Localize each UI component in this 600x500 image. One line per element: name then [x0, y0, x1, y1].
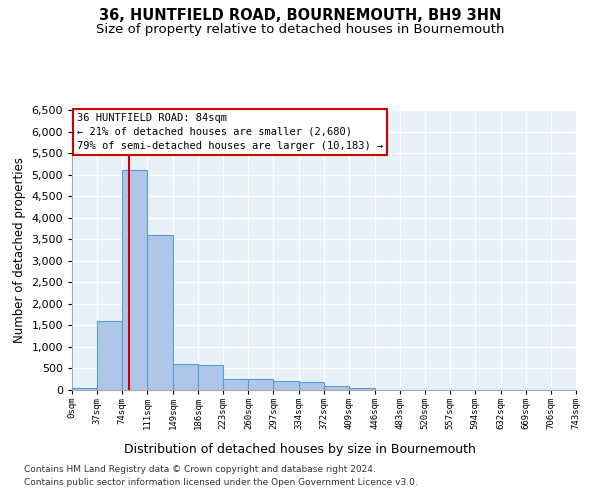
- Bar: [147, 235, 173, 390]
- Bar: [97, 321, 122, 390]
- Bar: [299, 382, 325, 390]
- Text: Contains public sector information licensed under the Open Government Licence v3: Contains public sector information licen…: [24, 478, 418, 487]
- Text: 36 HUNTFIELD ROAD: 84sqm
← 21% of detached houses are smaller (2,680)
79% of sem: 36 HUNTFIELD ROAD: 84sqm ← 21% of detach…: [77, 113, 383, 151]
- Text: 36, HUNTFIELD ROAD, BOURNEMOUTH, BH9 3HN: 36, HUNTFIELD ROAD, BOURNEMOUTH, BH9 3HN: [99, 8, 501, 22]
- Text: Distribution of detached houses by size in Bournemouth: Distribution of detached houses by size …: [124, 442, 476, 456]
- Bar: [248, 379, 274, 390]
- Y-axis label: Number of detached properties: Number of detached properties: [13, 157, 26, 343]
- Bar: [198, 365, 223, 390]
- Bar: [274, 382, 299, 390]
- Bar: [72, 388, 97, 390]
- Text: Contains HM Land Registry data © Crown copyright and database right 2024.: Contains HM Land Registry data © Crown c…: [24, 466, 376, 474]
- Bar: [173, 364, 198, 390]
- Bar: [325, 386, 349, 390]
- Bar: [349, 388, 374, 390]
- Bar: [223, 379, 248, 390]
- Text: Size of property relative to detached houses in Bournemouth: Size of property relative to detached ho…: [96, 22, 504, 36]
- Bar: [122, 170, 147, 390]
